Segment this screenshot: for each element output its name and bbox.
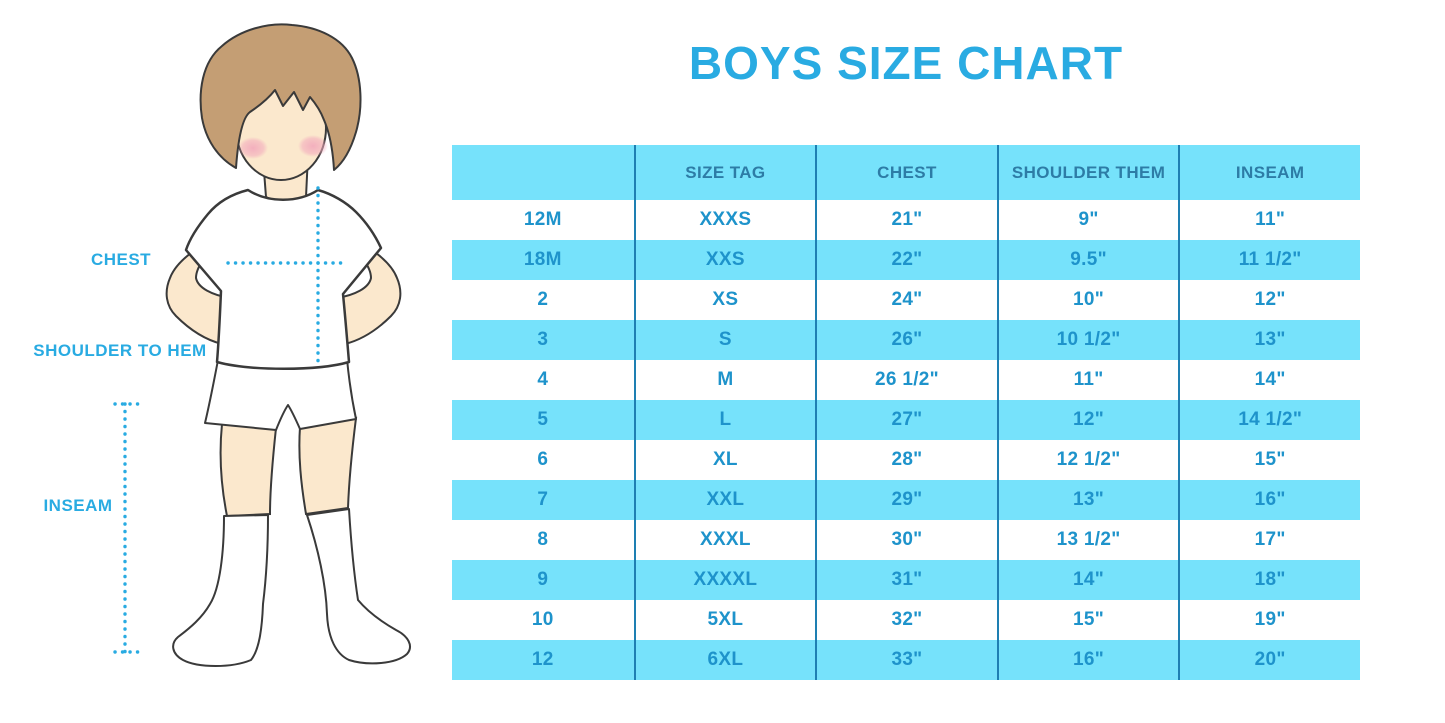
shoulder-hem-cell: 10 1/2": [996, 320, 1179, 360]
size-tag-cell: 5XL: [633, 600, 816, 640]
header-size: [452, 145, 634, 200]
header-shoulder-hem: SHOULDER THEM: [996, 145, 1179, 200]
chest-cell: 22": [815, 240, 997, 280]
size-chart-table: SIZE TAG CHEST SHOULDER THEM INSEAM 12M X…: [452, 145, 1360, 680]
shoulder-hem-cell: 10": [996, 280, 1179, 320]
inseam-cell: 13": [1178, 320, 1360, 360]
table-row: 7 XXL 29" 13" 16": [452, 480, 1360, 520]
chest-cell: 21": [815, 200, 997, 240]
right-arm: [336, 237, 402, 345]
size-cell: 3: [537, 329, 549, 350]
size-tag-cell: L: [633, 400, 816, 440]
size-cell: 7: [537, 489, 549, 510]
right-sock: [306, 508, 411, 665]
size-cell: 4: [537, 369, 549, 390]
t-shirt: [184, 188, 383, 370]
inseam-cell: 11 1/2": [1178, 240, 1360, 280]
shoulder-hem-cell: 13": [996, 480, 1179, 520]
chest-label: CHEST: [90, 250, 152, 269]
shoulder-hem-cell: 11": [996, 360, 1179, 400]
chest-cell: 28": [815, 440, 997, 480]
table-row: 3 S 26" 10 1/2" 13": [452, 320, 1360, 360]
chest-cell: 33": [815, 640, 997, 680]
size-cell: 9: [537, 569, 549, 590]
size-tag-cell: XXXL: [633, 520, 816, 560]
shoulder-hem-cell: 13 1/2": [996, 520, 1179, 560]
inseam-cell: 14": [1178, 360, 1360, 400]
chest-cell: 29": [815, 480, 997, 520]
left-thigh: [219, 422, 278, 518]
table-row: 4 M 26 1/2" 11" 14": [452, 360, 1360, 400]
table-body: 12M XXXS 21" 9" 11" 18M XXS 22" 9.5" 11 1/2" 2 XS 24…: [452, 200, 1360, 680]
shoulder-hem-cell: 12": [996, 400, 1179, 440]
size-tag-cell: XXXS: [633, 200, 816, 240]
blush-left: [238, 137, 268, 159]
inseam-cell: 14 1/2": [1178, 400, 1360, 440]
shoulder-hem-cell: 16": [996, 640, 1179, 680]
size-tag-cell: XL: [633, 440, 816, 480]
size-tag-cell: S: [633, 320, 816, 360]
shoulder-hem-cell: 9.5": [996, 240, 1179, 280]
table-row: 12 6XL 33" 16" 20": [452, 640, 1360, 680]
header-chest: CHEST: [815, 145, 997, 200]
size-tag-cell: XS: [633, 280, 816, 320]
inseam-cell: 16": [1178, 480, 1360, 520]
chest-cell: 24": [815, 280, 997, 320]
inseam-cell: 11": [1178, 200, 1360, 240]
size-tag-cell: XXS: [633, 240, 816, 280]
shoulder-hem-cell: 15": [996, 600, 1179, 640]
left-arm: [165, 237, 231, 345]
inseam-cell: 20": [1178, 640, 1360, 680]
chest-cell: 30": [815, 520, 997, 560]
inseam-cell: 18": [1178, 560, 1360, 600]
size-cell: 12M: [523, 209, 562, 230]
boy-illustration: [113, 23, 411, 667]
size-cell: 10: [531, 609, 554, 630]
inseam-label: INSEAM: [43, 496, 113, 515]
table-row: 2 XS 24" 10" 12": [452, 280, 1360, 320]
size-cell: 18M: [523, 249, 562, 270]
size-cell: 5: [537, 409, 549, 430]
table-row: 12M XXXS 21" 9" 11": [452, 200, 1360, 240]
size-cell: 2: [537, 289, 549, 310]
table-row: 10 5XL 32" 15" 19": [452, 600, 1360, 640]
table-row: 8 XXXL 30" 13 1/2" 17": [452, 520, 1360, 560]
table-row: 9 XXXXL 31" 14" 18": [452, 560, 1360, 600]
left-sock: [172, 514, 269, 667]
chest-cell: 26": [815, 320, 997, 360]
size-tag-cell: M: [633, 360, 816, 400]
right-thigh: [298, 416, 358, 516]
page-title: BOYS SIZE CHART: [688, 37, 1124, 89]
size-tag-cell: XXL: [633, 480, 816, 520]
measurement-lines: [113, 186, 345, 654]
table-header-row: SIZE TAG CHEST SHOULDER THEM INSEAM: [452, 145, 1360, 200]
shoulder-hem-cell: 9": [996, 200, 1179, 240]
inseam-cell: 15": [1178, 440, 1360, 480]
shoulder-to-hem-label: SHOULDER TO HEM: [33, 341, 207, 360]
blush-right: [298, 135, 328, 157]
chest-cell: 32": [815, 600, 997, 640]
header-inseam: INSEAM: [1178, 145, 1360, 200]
size-cell: 6: [537, 449, 549, 470]
size-tag-cell: 6XL: [633, 640, 816, 680]
shoulder-hem-cell: 12 1/2": [996, 440, 1179, 480]
hair: [199, 23, 362, 171]
inseam-cell: 19": [1178, 600, 1360, 640]
size-cell: 8: [537, 529, 549, 550]
chest-cell: 27": [815, 400, 997, 440]
size-tag-cell: XXXXL: [633, 560, 816, 600]
shoulder-hem-cell: 14": [996, 560, 1179, 600]
table-row: 5 L 27" 12" 14 1/2": [452, 400, 1360, 440]
header-size-tag: SIZE TAG: [633, 145, 816, 200]
inseam-cell: 17": [1178, 520, 1360, 560]
inseam-cell: 12": [1178, 280, 1360, 320]
chest-cell: 26 1/2": [815, 360, 997, 400]
table-row: 6 XL 28" 12 1/2" 15": [452, 440, 1360, 480]
chest-cell: 31": [815, 560, 997, 600]
table-row: 18M XXS 22" 9.5" 11 1/2": [452, 240, 1360, 280]
size-cell: 12: [531, 649, 554, 670]
